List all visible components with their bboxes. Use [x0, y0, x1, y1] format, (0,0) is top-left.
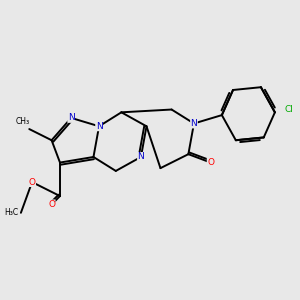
Text: Cl: Cl [285, 105, 293, 114]
Text: H₃C: H₃C [4, 208, 18, 217]
Text: N: N [96, 122, 102, 131]
Text: CH₃: CH₃ [15, 117, 29, 126]
Text: O: O [28, 178, 36, 187]
Text: O: O [207, 158, 214, 167]
Text: N: N [190, 119, 197, 128]
Text: O: O [48, 200, 55, 209]
Text: N: N [68, 113, 74, 122]
Text: N: N [137, 152, 144, 161]
